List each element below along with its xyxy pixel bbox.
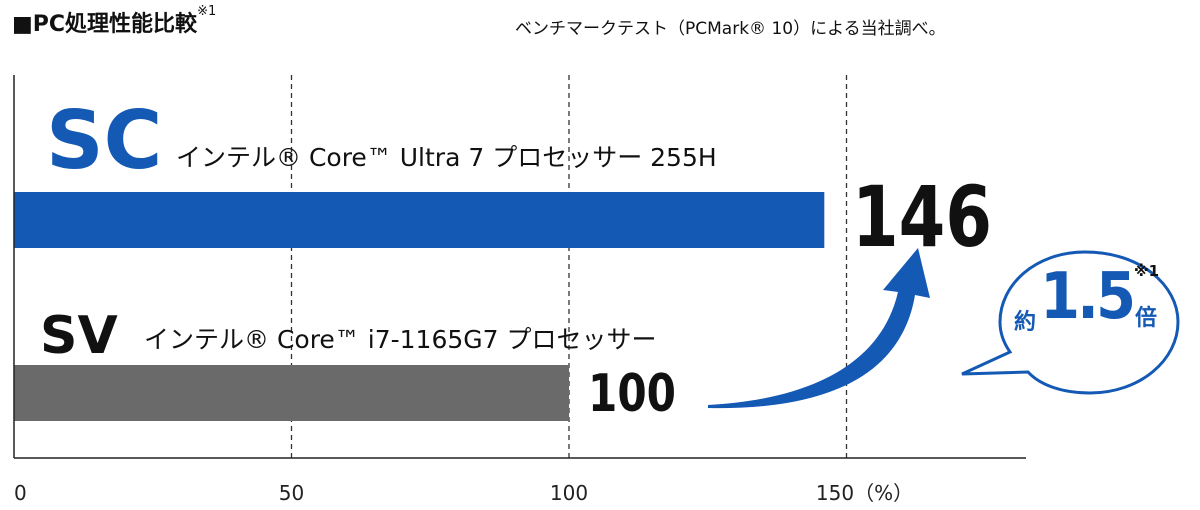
bubble-ratio-value: 1.5 [1040, 260, 1136, 334]
arrow-up-icon [708, 248, 930, 409]
bar-sc [14, 192, 825, 248]
value-label-sc: 146 [852, 168, 992, 266]
processor-label-sv: インテル® Core™ i7-1165G7 プロセッサー [144, 325, 656, 354]
ratio-bubble-text: 約 1.5 ※1 倍 [1012, 256, 1172, 356]
bubble-footnote-mark: ※1 [1134, 262, 1160, 280]
source-note: ベンチマークテスト（PCMark® 10）による当社調べ。 [515, 19, 946, 39]
labels: 0 50 100 150（%） SC SV インテル® Core™ Ultra 7 プロセッ… [14, 94, 992, 505]
comparison-arrow [708, 248, 1180, 409]
bubble-unit: 倍 [1135, 306, 1158, 331]
x-tick-label-150: 150（%） [816, 481, 913, 505]
x-tick-label-100: 100 [550, 481, 588, 505]
category-label-sv: SV [40, 306, 118, 366]
x-tick-label-0: 0 [14, 481, 27, 505]
category-label-sc: SC [46, 94, 162, 187]
chart-title: ■PC処理性能比較※1 [12, 4, 217, 37]
title-footnote-mark: ※1 [197, 4, 217, 19]
axes [13, 75, 1026, 459]
value-label-sv: 100 [588, 364, 676, 424]
bubble-approx: 約 [1014, 310, 1037, 335]
callout-bubble [961, 250, 1180, 395]
bar-sv [14, 365, 569, 421]
processor-label-sc: インテル® Core™ Ultra 7 プロセッサー 255H [176, 143, 717, 172]
x-tick-label-50: 50 [279, 481, 304, 505]
bars [14, 192, 825, 421]
